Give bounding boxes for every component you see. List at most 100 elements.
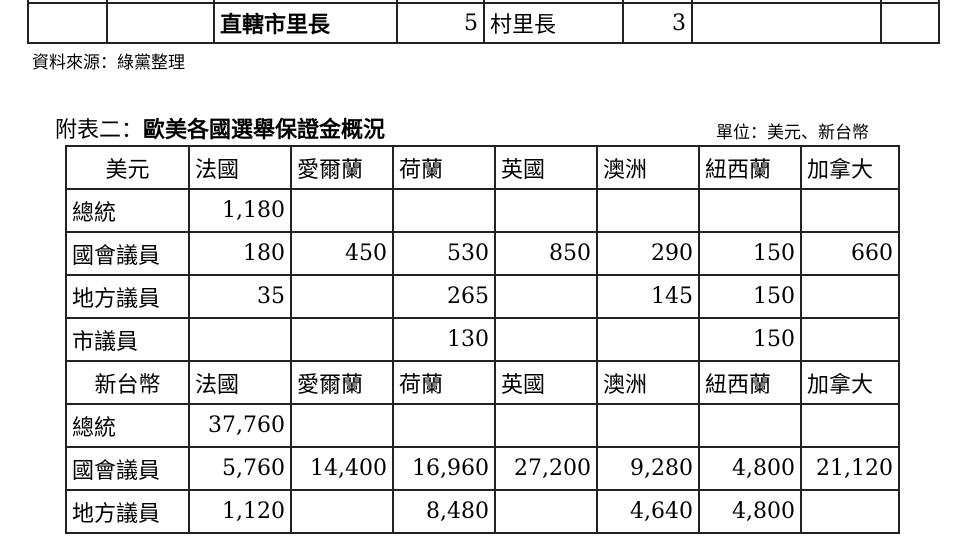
table-cell	[188, 317, 292, 362]
table-cell: 加拿大	[800, 360, 900, 405]
table-cell	[27, 2, 108, 44]
table-row: 國會議員 5,760 14,400 16,960 27,200 9,280 4,800 21,…	[65, 446, 900, 491]
table-cell	[392, 188, 496, 233]
table-cell: 8,480	[392, 489, 496, 534]
table-cell: 總統	[65, 188, 190, 233]
table-row: 地方議員 35 265 145 150	[65, 274, 900, 319]
table-cell: 21,120	[800, 446, 900, 491]
table-cell: 國會議員	[65, 231, 190, 276]
table-cell: 愛爾蘭	[290, 360, 394, 405]
table-cell	[290, 188, 394, 233]
title-main: 歐美各國選舉保證金概況	[143, 117, 386, 143]
table-row: 市議員 130 150	[65, 317, 900, 362]
table-cell: 市議員	[65, 317, 190, 362]
table-cell: 145	[596, 274, 700, 319]
table-cell	[800, 403, 900, 448]
table-cell: 荷蘭	[392, 360, 496, 405]
table-cell: 地方議員	[65, 489, 190, 534]
table-cell: 1,120	[188, 489, 292, 534]
table-cell: 5	[396, 2, 485, 44]
table-cell: 紐西蘭	[698, 360, 802, 405]
table-row: 國會議員 180 450 530 850 290 150 660	[65, 231, 900, 276]
table-cell: 總統	[65, 403, 190, 448]
table-cell: 村里長	[483, 2, 624, 44]
table-cell	[213, 0, 398, 4]
table-cell	[596, 403, 700, 448]
table-cell	[27, 0, 108, 4]
table-cell: 1,180	[188, 188, 292, 233]
table-cell: 530	[392, 231, 496, 276]
table-cell	[880, 0, 940, 4]
table-cell	[494, 489, 598, 534]
table-row: 直轄市里長 5 村里長 3	[27, 2, 940, 44]
table-cell	[106, 0, 215, 4]
table-title: 附表二：歐美各國選舉保證金概況	[55, 112, 385, 144]
table-cell: 9,280	[596, 446, 700, 491]
table-cell	[494, 403, 598, 448]
deposit-table: 美元 法國 愛爾蘭 荷蘭 英國 澳洲 紐西蘭 加拿大 總統 1,180 國會議員 180 450 530 8…	[65, 145, 900, 534]
table-cell: 265	[392, 274, 496, 319]
table-cell	[483, 0, 624, 4]
table-cell	[494, 188, 598, 233]
table-cell: 14,400	[290, 446, 394, 491]
table-cell: 150	[698, 274, 802, 319]
table-cell: 澳洲	[596, 360, 700, 405]
table-row	[27, 0, 940, 4]
table-cell	[290, 403, 394, 448]
table-cell	[392, 403, 496, 448]
table-cell: 法國	[188, 360, 292, 405]
table-cell	[596, 188, 700, 233]
table-cell: 加拿大	[800, 145, 900, 190]
header-row: 美元 法國 愛爾蘭 荷蘭 英國 澳洲 紐西蘭 加拿大	[65, 145, 900, 190]
table-cell: 荷蘭	[392, 145, 496, 190]
table-cell	[880, 2, 940, 44]
table-cell	[290, 489, 394, 534]
table-cell	[596, 317, 700, 362]
table-cell: 5,760	[188, 446, 292, 491]
table-cell: 愛爾蘭	[290, 145, 394, 190]
table-cell: 4,800	[698, 446, 802, 491]
table-cell: 紐西蘭	[698, 145, 802, 190]
table-cell	[800, 317, 900, 362]
table-cell	[800, 188, 900, 233]
table-cell: 27,200	[494, 446, 598, 491]
table-cell: 澳洲	[596, 145, 700, 190]
table-cell: 35	[188, 274, 292, 319]
table-row: 總統 1,180	[65, 188, 900, 233]
table-cell	[494, 274, 598, 319]
table-cell: 4,640	[596, 489, 700, 534]
table-cell: 37,760	[188, 403, 292, 448]
table-cell	[698, 188, 802, 233]
table-cell: 地方議員	[65, 274, 190, 319]
table-cell	[800, 489, 900, 534]
table-cell: 290	[596, 231, 700, 276]
table-cell: 150	[698, 231, 802, 276]
table-cell: 180	[188, 231, 292, 276]
table-cell: 國會議員	[65, 446, 190, 491]
header-row: 新台幣 法國 愛爾蘭 荷蘭 英國 澳洲 紐西蘭 加拿大	[65, 360, 900, 405]
table-cell	[290, 317, 394, 362]
unit-label: 單位：美元、新台幣	[716, 123, 869, 143]
table-1: 直轄市里長 5 村里長 3	[27, 0, 940, 44]
table-row: 地方議員 1,120 8,480 4,640 4,800	[65, 489, 900, 534]
table-cell: 英國	[494, 360, 598, 405]
table-cell: 法國	[188, 145, 292, 190]
table-cell	[698, 403, 802, 448]
table-cell: 4,800	[698, 489, 802, 534]
table-cell: 130	[392, 317, 496, 362]
table-cell	[691, 0, 882, 4]
title-prefix: 附表二：	[55, 118, 144, 143]
table-cell: 850	[494, 231, 598, 276]
table-cell: 美元	[65, 145, 190, 190]
table-cell: 660	[800, 231, 900, 276]
table-cell	[691, 2, 882, 44]
table-cell: 英國	[494, 145, 598, 190]
data-source-note: 資料來源：綠黨整理	[32, 53, 185, 73]
table-cell: 450	[290, 231, 394, 276]
table-cell	[800, 274, 900, 319]
table-cell	[396, 0, 485, 4]
table-cell	[494, 317, 598, 362]
table-cell	[106, 2, 215, 44]
table-cell: 新台幣	[65, 360, 190, 405]
table-cell: 3	[622, 2, 693, 44]
